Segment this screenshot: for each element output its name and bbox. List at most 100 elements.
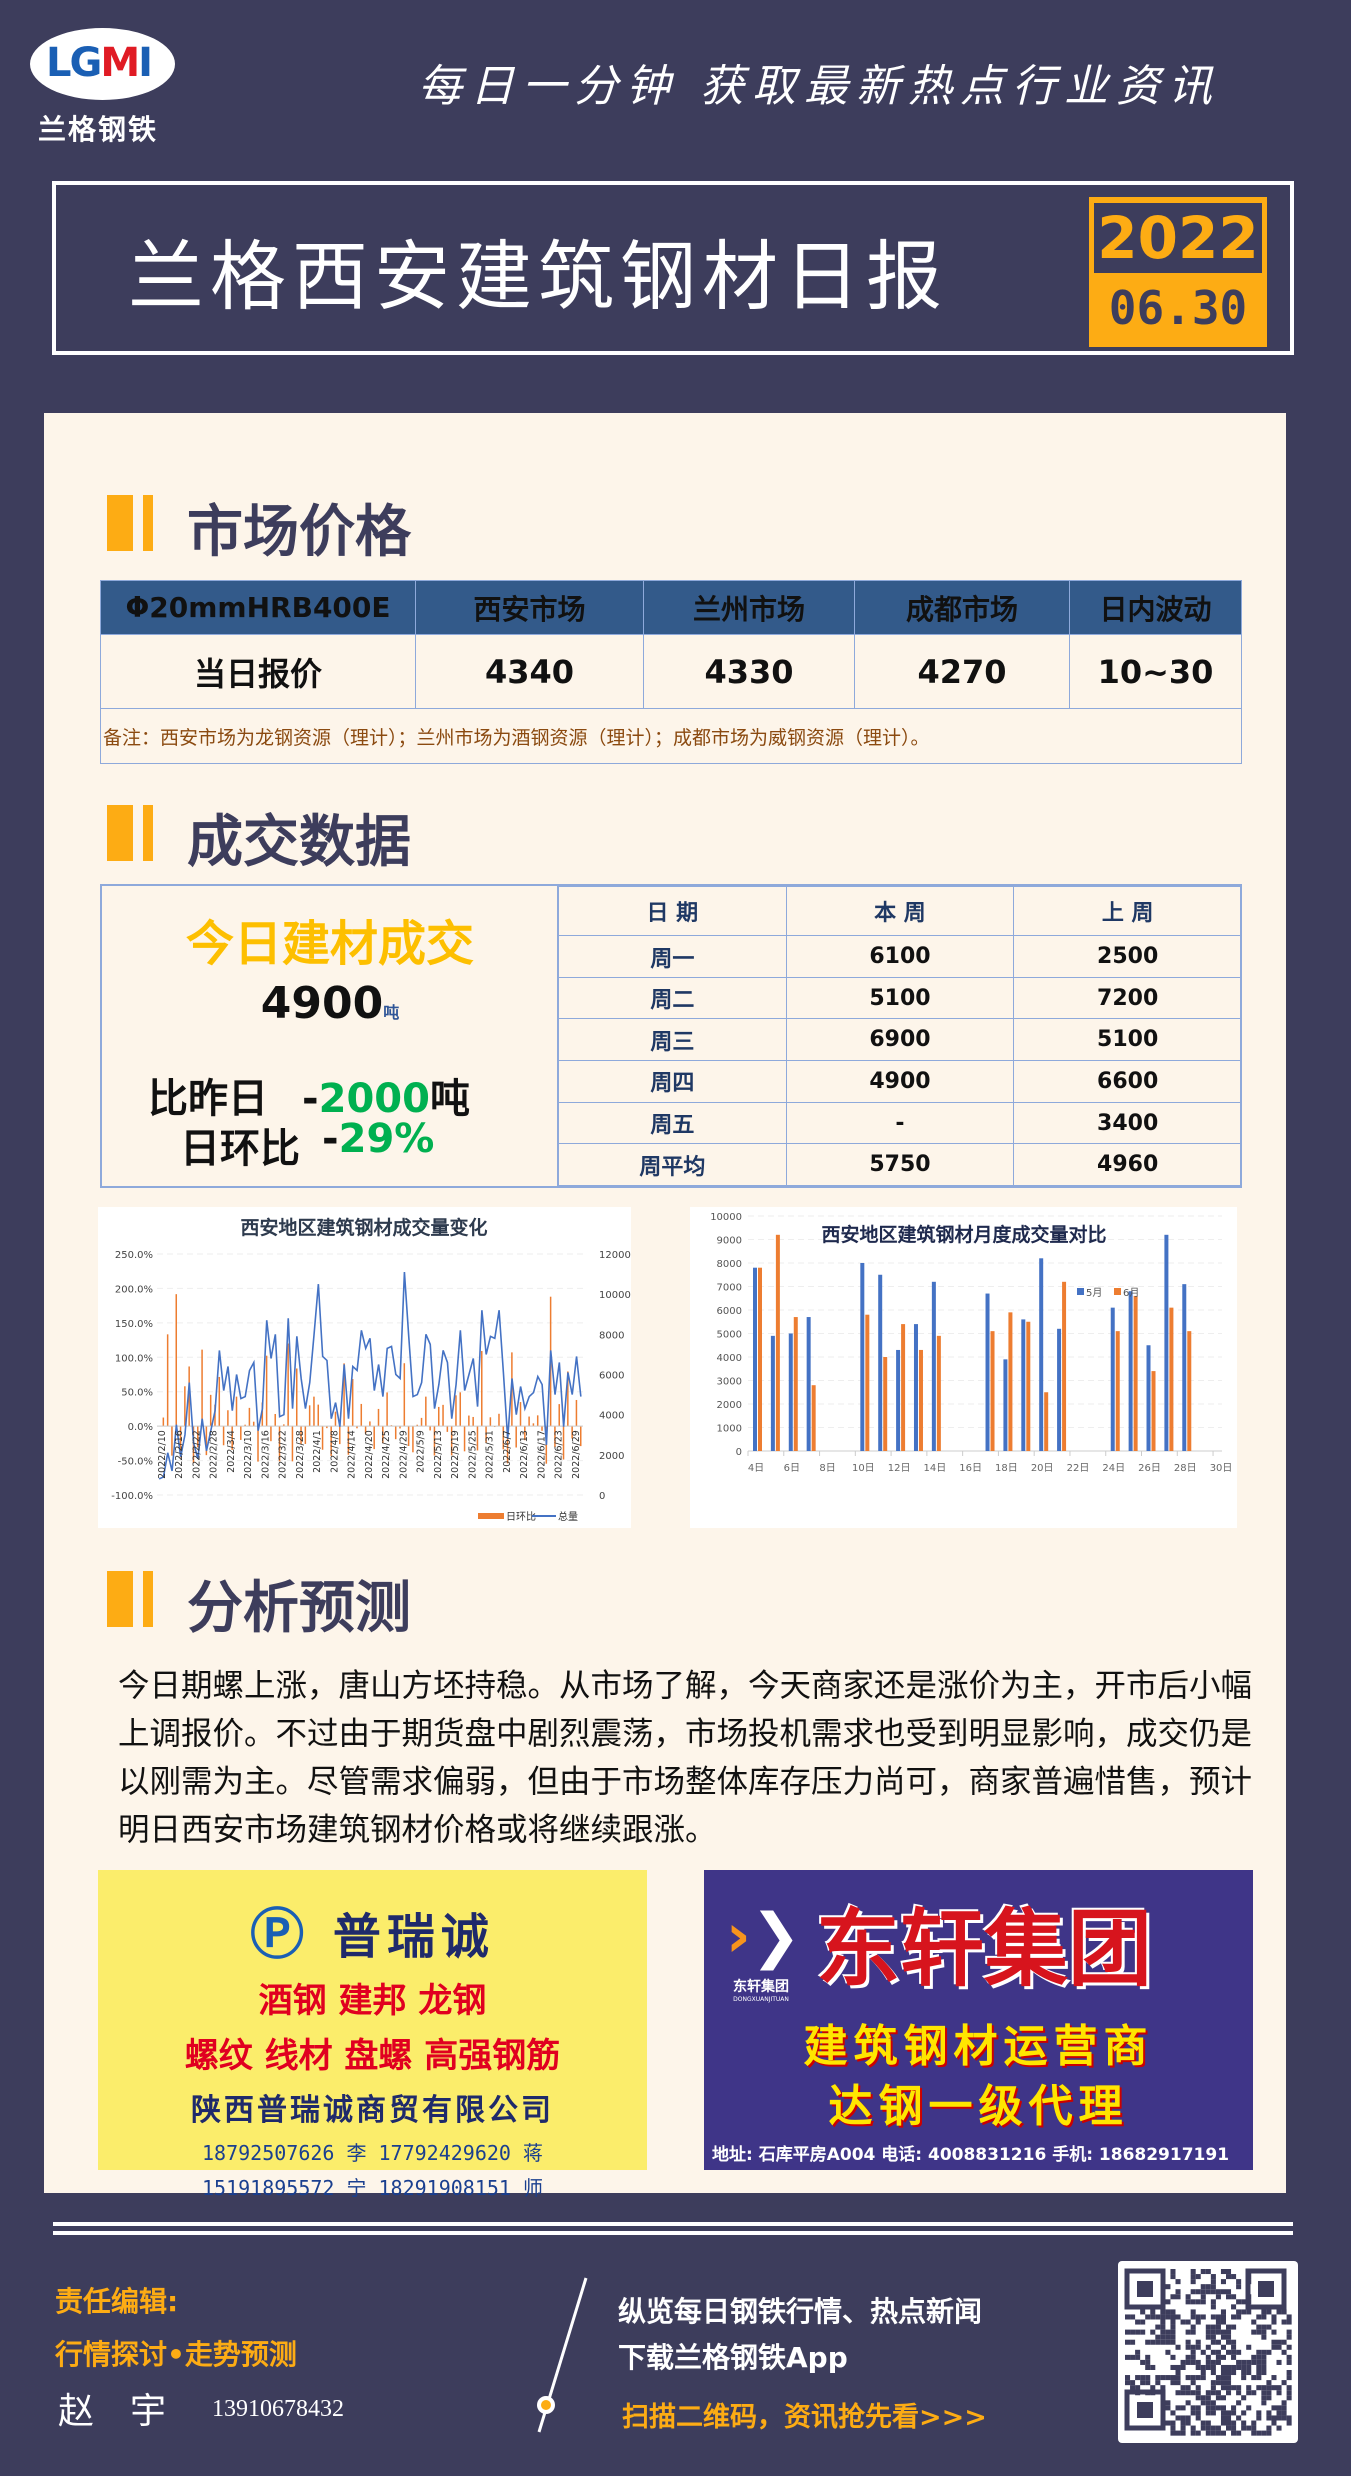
section-title: 成交数据 — [187, 810, 411, 875]
qr-module — [1266, 2415, 1272, 2421]
qr-module — [1256, 2364, 1262, 2370]
promo-line1: 纵览每日钢铁行情、热点新闻 — [618, 2295, 983, 2328]
qr-module — [1170, 2314, 1176, 2320]
qr-module — [1185, 2299, 1191, 2305]
qr-module — [1220, 2364, 1226, 2370]
qr-module — [1210, 2284, 1216, 2290]
x-tick: 2022/2/28 — [209, 1430, 220, 1479]
qr-module — [1220, 2415, 1226, 2421]
qr-module — [1215, 2339, 1221, 2345]
puruicheng-logo-icon: Ⓟ — [250, 1903, 311, 1966]
qr-module — [1281, 2319, 1287, 2325]
qr-module — [1251, 2390, 1257, 2396]
vs-yesterday-label: 比昨日 — [148, 1076, 268, 1122]
qr-module — [1160, 2385, 1166, 2391]
qr-module — [1210, 2430, 1216, 2436]
qr-module — [1190, 2289, 1196, 2295]
qr-module — [1246, 2364, 1252, 2370]
bar-daily-change — [330, 1426, 332, 1456]
qr-module — [1271, 2339, 1277, 2345]
bar-daily-change — [356, 1426, 358, 1429]
ad-puruicheng[interactable]: Ⓟ 普瑞诚 酒钢 建邦 龙钢 螺纹 线材 盘螺 高强钢筋 陕西普瑞诚商贸有限公司… — [98, 1870, 647, 2200]
qr-module — [1256, 2410, 1262, 2416]
bar-5月 — [1182, 1284, 1187, 1451]
qr-module — [1210, 2400, 1216, 2406]
day-label: 周三 — [558, 1018, 787, 1062]
qr-module — [1170, 2329, 1176, 2335]
qr-module — [1175, 2289, 1181, 2295]
intraday-range: 10~30 — [1069, 634, 1242, 709]
qr-module — [1140, 2380, 1146, 2386]
qr-module — [1271, 2405, 1277, 2411]
qr-module — [1195, 2319, 1201, 2325]
qr-module — [1261, 2329, 1267, 2335]
x-tick: 14日 — [924, 1463, 947, 1474]
bar-daily-change — [528, 1416, 530, 1427]
qr-module — [1210, 2274, 1216, 2280]
bar-daily-change — [287, 1343, 289, 1427]
qr-module — [1170, 2334, 1176, 2340]
bar-daily-change — [235, 1396, 238, 1427]
qr-module — [1210, 2299, 1216, 2305]
qr-module — [1165, 2284, 1171, 2290]
column-header: 成都市场 — [854, 580, 1070, 635]
bar-daily-change — [175, 1294, 178, 1427]
bar-5月 — [1003, 1359, 1008, 1451]
qr-module — [1231, 2354, 1237, 2360]
bar-daily-change — [485, 1426, 487, 1443]
qr-module — [1286, 2329, 1292, 2335]
qr-module — [1175, 2294, 1181, 2300]
qr-module — [1195, 2395, 1201, 2401]
table-row: 周三 6900 5100 — [558, 1018, 1242, 1062]
qr-module — [1185, 2375, 1191, 2381]
qr-module — [1231, 2370, 1237, 2376]
qr-module — [1205, 2400, 1211, 2406]
line-total — [158, 1272, 582, 1480]
qr-module — [1160, 2329, 1166, 2335]
bar-daily-change — [252, 1421, 255, 1427]
x-tick: 10日 — [852, 1463, 875, 1474]
qr-module — [1226, 2420, 1232, 2426]
qr-module — [1190, 2425, 1196, 2431]
y-left-tick: 0.0% — [128, 1422, 153, 1433]
qr-module — [1205, 2359, 1211, 2365]
x-tick: 16日 — [959, 1463, 982, 1474]
x-tick: 26日 — [1138, 1463, 1161, 1474]
y-right-tick: 0 — [599, 1491, 605, 1502]
bar-daily-change — [532, 1423, 535, 1427]
qr-module — [1256, 2370, 1262, 2376]
qr-module — [1165, 2314, 1171, 2320]
price-lanzhou: 4330 — [643, 634, 855, 709]
bar-daily-change — [536, 1415, 539, 1427]
qr-module — [1231, 2339, 1237, 2345]
qr-module — [1155, 2324, 1161, 2330]
ad-dongxuan[interactable]: ›❯ 东轩集团 DONGXUANJITUAN 东轩集团 建筑钢材运营商 达钢一级… — [704, 1870, 1253, 2170]
qr-module — [1185, 2344, 1191, 2350]
qr-code[interactable] — [1118, 2261, 1298, 2443]
legend-swatch — [1077, 1288, 1084, 1295]
qr-module — [1281, 2339, 1287, 2345]
bar-daily-change — [171, 1426, 173, 1456]
y-tick: 7000 — [717, 1283, 742, 1294]
qr-module — [1135, 2375, 1141, 2381]
bar-daily-change — [433, 1426, 436, 1456]
bar-6月 — [775, 1234, 780, 1451]
analysis-text: 今日期螺上涨，唐山方坯持稳。从市场了解，今天商家还是涨价为主，开市后小幅上调报价… — [118, 1668, 1253, 1848]
qr-module — [1226, 2349, 1232, 2355]
qr-module — [1286, 2354, 1292, 2360]
bar-daily-change — [179, 1426, 182, 1458]
page-title: 兰格西安建筑钢材日报 — [128, 232, 948, 321]
qr-module — [1266, 2385, 1272, 2391]
ad1-phone1: 18792507626 李 17792429620 蒋 — [201, 2141, 544, 2165]
qr-module — [1210, 2425, 1216, 2431]
bar-daily-change — [515, 1426, 517, 1448]
qr-module — [1215, 2425, 1221, 2431]
qr-module — [1236, 2359, 1242, 2365]
qr-module — [1256, 2349, 1262, 2355]
bar-daily-change — [498, 1413, 500, 1427]
qr-module — [1190, 2354, 1196, 2360]
bar-5月 — [788, 1333, 793, 1451]
qr-module — [1180, 2420, 1186, 2426]
x-tick: 18日 — [995, 1463, 1018, 1474]
bar-daily-change — [442, 1404, 444, 1427]
